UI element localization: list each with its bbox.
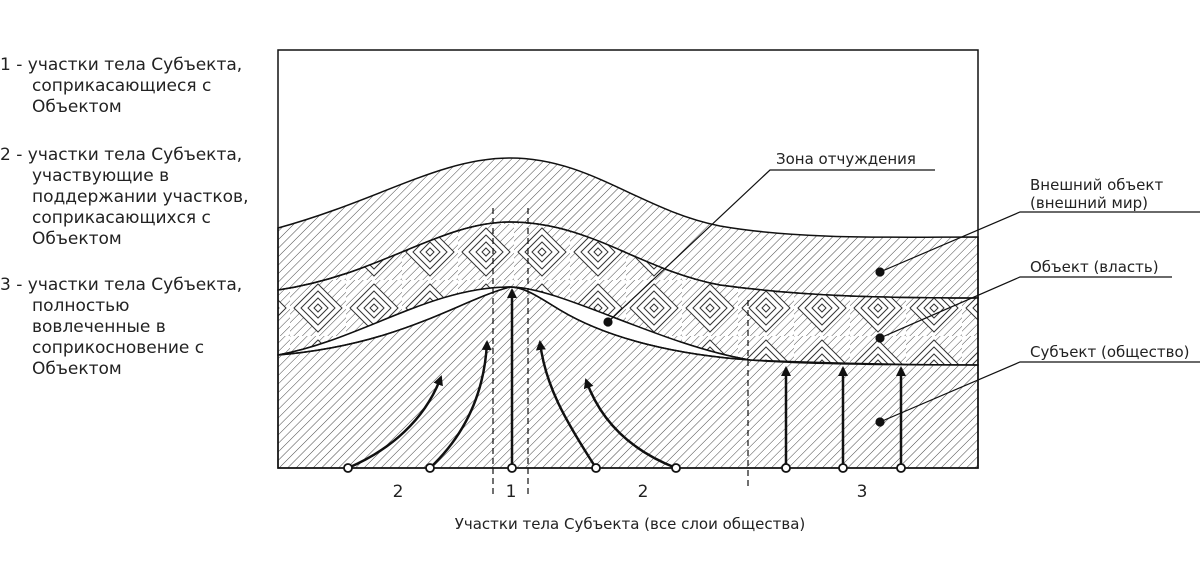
legend-line: 1 - участки тела Субъекта, [0,55,242,75]
leader [607,169,935,323]
legend-line: Объектом [32,359,122,379]
origin [896,463,906,473]
frame [277,49,979,469]
legend-line: участвующие в [32,166,169,186]
origins [343,463,906,473]
section-number: 3 [857,482,868,502]
origin [781,463,791,473]
subject-layer [277,286,979,469]
legend-line: Объектом [32,97,122,117]
legend-line: Объектом [32,229,122,249]
label: Субъект (общество) [1030,343,1190,361]
dot [875,333,885,343]
arrow [429,340,492,469]
legend-line: полностью [32,296,129,316]
arrow [535,340,598,469]
section-number: 2 [393,482,404,502]
legend-line: 3 - участки тела Субъекта, [0,275,242,295]
origin [838,463,848,473]
arrow [583,378,677,470]
callouts [603,169,1200,427]
legend-line: вовлеченные в [32,317,166,337]
origin [591,463,601,473]
caption: Участки тела Субъекта (все слои общества… [455,515,806,533]
section-number: 2 [638,482,649,502]
dot [603,317,613,327]
leader [879,361,1200,423]
legend: 1 - участки тела Субъекта,соприкасающиес… [0,55,248,379]
dot [875,417,885,427]
legend-line: 2 - участки тела Субъекта, [0,145,242,165]
layers [277,49,979,469]
legend-line: соприкасающихся с [32,208,211,228]
section-number: 1 [506,482,517,502]
arrows [347,288,906,470]
label: (внешний мир) [1030,194,1148,212]
label: Внешний объект [1030,176,1163,194]
label: Зона отчуждения [776,150,916,168]
legend-line: соприкасающиеся с [32,76,211,96]
origin [507,463,517,473]
origin [425,463,435,473]
leader [879,276,1172,339]
origin [343,463,353,473]
origin [671,463,681,473]
sections: 2 1 2 3 [393,482,868,502]
arrow [347,375,443,470]
legend-line: соприкосновение с [32,338,204,358]
dot [875,267,885,277]
dividers [492,208,749,495]
legend-line: поддержании участков, [32,187,248,207]
label: Объект (власть) [1030,258,1159,276]
leader [879,211,1200,273]
